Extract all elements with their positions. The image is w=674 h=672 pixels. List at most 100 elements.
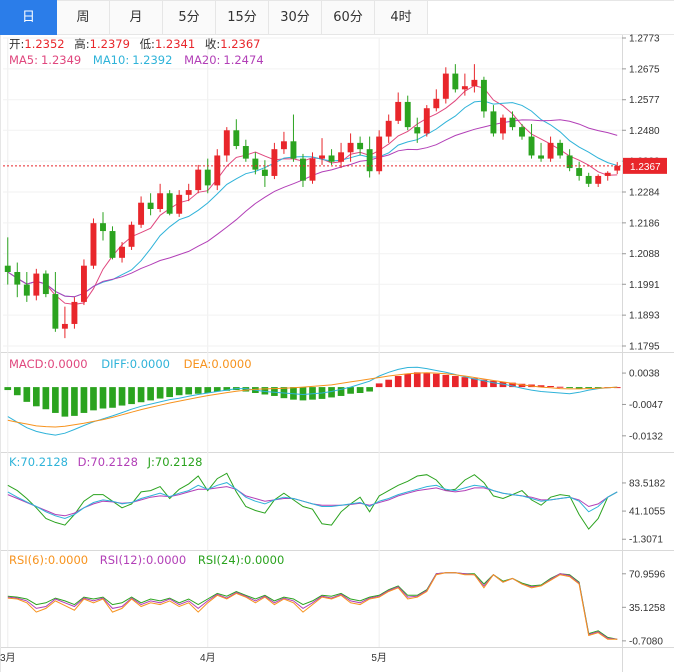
ma10-value: 1.2392 — [132, 53, 172, 67]
macd-bar — [471, 378, 478, 388]
ma10-label: MA10: — [93, 53, 129, 67]
macd-bar — [461, 377, 469, 388]
rsi6-line — [7, 572, 618, 640]
macd-bar — [185, 387, 193, 395]
price-tick-label: 1.2284 — [629, 188, 660, 199]
macd-bar — [128, 387, 135, 405]
macd-label: MACD: — [9, 357, 47, 371]
svg-text:MA5:1.2349 MA10:1.2392: MA5: 1.2349 MA10: 1.2392 MA20: 1.2474 — [9, 53, 264, 67]
macd-bar — [585, 387, 593, 389]
k-label: K: — [9, 455, 20, 469]
candle-body — [204, 169, 211, 186]
tab-3[interactable]: 5分 — [163, 0, 216, 35]
j-label: J: — [147, 455, 155, 469]
candle-body — [452, 73, 459, 90]
candle-body — [252, 158, 259, 170]
macd-bar — [537, 385, 545, 388]
diff-label: DIFF: — [101, 357, 129, 371]
tab-7[interactable]: 4时 — [375, 0, 428, 35]
low-value: 1.2341 — [155, 37, 195, 51]
candle-body — [223, 130, 230, 156]
y-axes: 1.27731.26751.25771.24801.23821.22841.21… — [622, 34, 667, 647]
rsi-tick-label: 35.1258 — [629, 603, 666, 614]
candle-body — [471, 79, 478, 87]
kdj-tick-label: 83.5182 — [629, 478, 666, 489]
rsi24-label: RSI(24): — [198, 553, 244, 567]
candle-body — [604, 172, 611, 176]
macd-bar — [13, 387, 21, 396]
macd-bar — [394, 376, 402, 388]
x-tick-label: 4月 — [200, 652, 216, 664]
candle-body — [528, 136, 535, 156]
candle-body — [33, 273, 40, 296]
candle-body — [500, 117, 506, 134]
plots — [3, 64, 622, 640]
candle-body — [61, 323, 68, 329]
close-label: 收: — [205, 37, 220, 51]
macd-bar — [4, 387, 12, 391]
tab-0[interactable]: 日 — [0, 0, 57, 35]
tab-1[interactable]: 周 — [57, 0, 110, 35]
candle-body — [576, 168, 583, 176]
rsi-tick-label: -0.7080 — [629, 636, 663, 647]
price-tick-label: 1.2480 — [629, 126, 660, 137]
candle-body — [461, 86, 468, 90]
diff-line — [7, 366, 618, 436]
candle-body — [385, 120, 392, 137]
macd-bar — [242, 387, 250, 392]
macd-bar — [404, 373, 412, 388]
high-value: 1.2379 — [90, 37, 130, 51]
macd-bar — [194, 387, 202, 394]
candle-body — [309, 158, 316, 181]
ma5-value: 1.2349 — [41, 53, 81, 67]
candle-body — [242, 146, 249, 159]
price-tick-label: 1.1991 — [629, 280, 660, 291]
candle-body — [614, 165, 621, 171]
candle-body — [280, 141, 287, 150]
macd-bar — [347, 387, 354, 394]
macd-bar — [213, 387, 221, 392]
macd-info: MACD:0.0000 DIFF:0.0000 DEA:0.0000 — [9, 357, 252, 371]
macd-bar — [23, 387, 31, 402]
candle-body — [414, 127, 421, 134]
tab-6[interactable]: 60分 — [322, 0, 375, 35]
price-tick-label: 1.2088 — [629, 249, 660, 260]
macd-bar — [32, 387, 40, 407]
kdj-tick-label: -1.3071 — [629, 535, 663, 546]
macd-bar — [594, 387, 602, 389]
candle-body — [138, 202, 145, 225]
candle-body — [157, 193, 164, 210]
candle-body — [71, 301, 78, 324]
macd-bar — [156, 387, 164, 399]
macd-bar — [547, 385, 554, 388]
tab-2[interactable]: 月 — [110, 0, 163, 35]
macd-bar — [442, 374, 450, 388]
open-value: 1.2352 — [24, 37, 64, 51]
candle-body — [557, 142, 564, 156]
candle-body — [52, 294, 59, 329]
macd-bar — [480, 379, 488, 388]
j-line — [7, 472, 618, 530]
candle-body — [519, 127, 525, 137]
candle-body — [128, 224, 135, 247]
macd-bar — [42, 387, 50, 410]
x-tick-label: 5月 — [371, 652, 387, 664]
tabs-spacer — [428, 0, 674, 35]
rsi-tick-label: 70.9596 — [629, 569, 666, 580]
candle-body — [4, 265, 11, 272]
high-label: 高: — [74, 37, 89, 51]
candle-body — [290, 141, 297, 159]
svg-text:开:1.2352 高:1.2379: 开:1.2352 高:1.2379 低:1.2341 收:1.2367 — [9, 37, 260, 51]
candle-body — [566, 155, 573, 169]
price-tick-label: 1.2773 — [629, 34, 660, 45]
candle-body — [442, 73, 449, 99]
rsi12-value: 0.0000 — [146, 553, 186, 567]
candle-body — [214, 155, 221, 186]
candle-body — [261, 169, 268, 176]
candle-body — [366, 149, 373, 172]
candle-body — [538, 155, 545, 159]
tab-4[interactable]: 15分 — [216, 0, 269, 35]
diff-value: 0.0000 — [130, 357, 170, 371]
tab-5[interactable]: 30分 — [269, 0, 322, 35]
candle-body — [357, 142, 364, 150]
